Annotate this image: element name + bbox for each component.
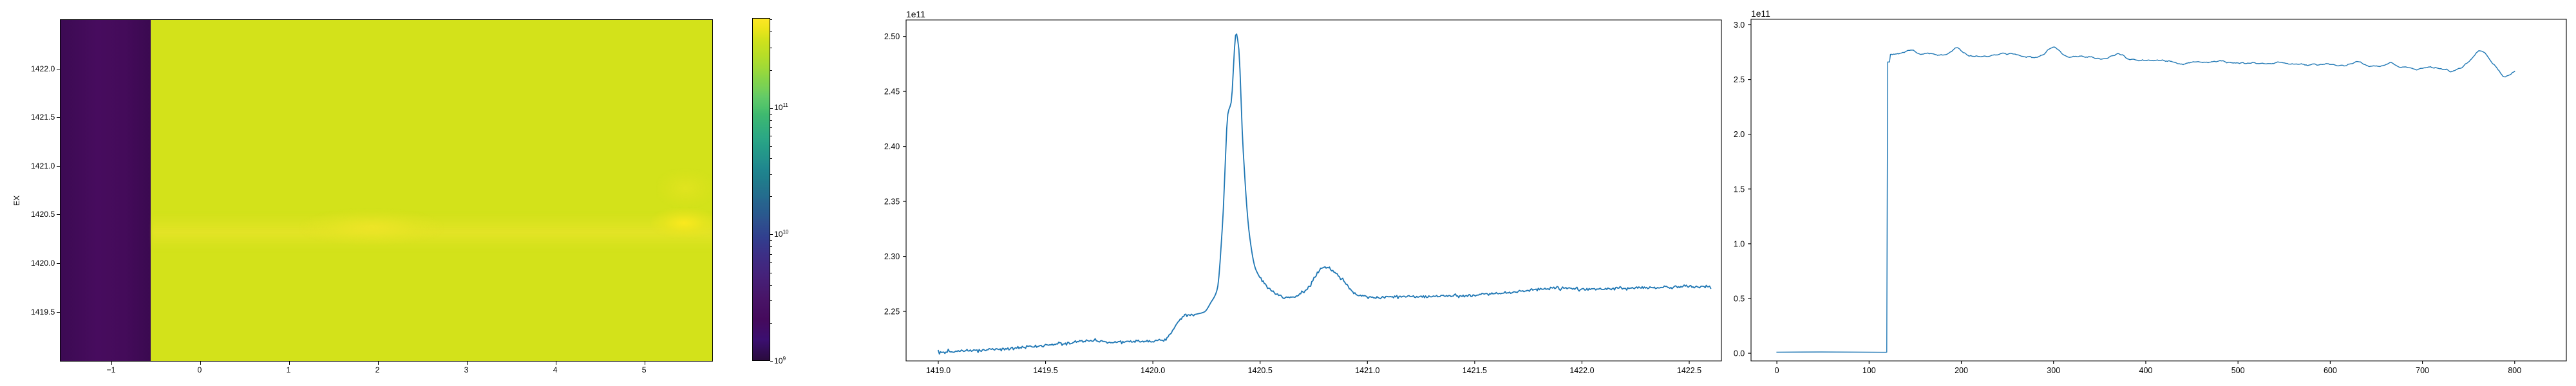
- svg-text:1422.5: 1422.5: [1677, 366, 1701, 375]
- svg-text:2.30: 2.30: [884, 252, 900, 261]
- svg-text:1420.0: 1420.0: [1141, 366, 1165, 375]
- svg-text:2.25: 2.25: [884, 308, 900, 317]
- svg-text:500: 500: [2231, 366, 2245, 375]
- svg-text:1.0: 1.0: [1734, 239, 1745, 248]
- svg-text:700: 700: [2416, 366, 2429, 375]
- svg-text:1.5: 1.5: [1734, 185, 1745, 194]
- svg-text:2.5: 2.5: [1734, 75, 1745, 84]
- svg-text:1421.0: 1421.0: [1355, 366, 1379, 375]
- svg-text:1419.0: 1419.0: [926, 366, 951, 375]
- svg-text:1e11: 1e11: [906, 9, 925, 19]
- svg-text:1421.5: 1421.5: [1463, 366, 1487, 375]
- svg-text:300: 300: [2047, 366, 2060, 375]
- svg-text:400: 400: [2139, 366, 2153, 375]
- svg-text:0.5: 0.5: [1734, 295, 1745, 304]
- svg-text:3.0: 3.0: [1734, 21, 1745, 30]
- svg-text:2.45: 2.45: [884, 87, 900, 96]
- svg-text:1419.5: 1419.5: [1033, 366, 1057, 375]
- svg-text:100: 100: [1862, 366, 1876, 375]
- svg-text:800: 800: [2508, 366, 2521, 375]
- svg-text:0: 0: [1775, 366, 1779, 375]
- svg-text:1420.5: 1420.5: [1248, 366, 1273, 375]
- svg-text:0.0: 0.0: [1734, 349, 1745, 358]
- svg-text:2.40: 2.40: [884, 142, 900, 151]
- svg-text:600: 600: [2324, 366, 2337, 375]
- svg-text:2.35: 2.35: [884, 198, 900, 207]
- svg-text:2.50: 2.50: [884, 32, 900, 41]
- svg-text:1e11: 1e11: [1751, 8, 1770, 19]
- svg-text:200: 200: [1955, 366, 1968, 375]
- svg-text:1422.0: 1422.0: [1569, 366, 1594, 375]
- svg-text:2.0: 2.0: [1734, 130, 1745, 139]
